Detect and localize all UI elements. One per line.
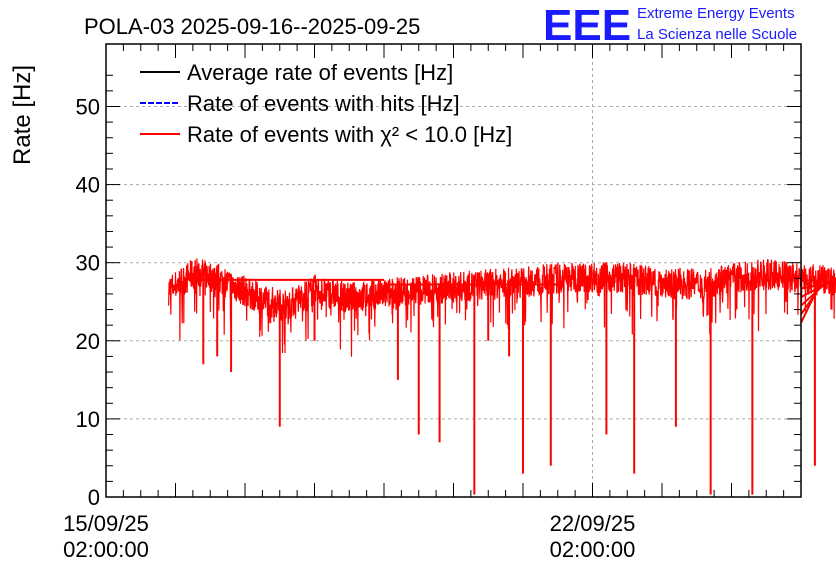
logo-line-1: Extreme Energy Events: [637, 5, 795, 22]
plot-area: [106, 44, 801, 497]
y-tick-label: 0: [88, 485, 100, 510]
legend-label: Average rate of events [Hz]: [187, 60, 453, 85]
y-tick-label: 10: [76, 407, 100, 432]
y-axis-label: Rate [Hz]: [9, 65, 36, 165]
series-layer: [168, 258, 836, 495]
series-chi2-tail: [800, 281, 822, 324]
logo-letters: EEE: [543, 1, 631, 50]
x-tick-label-time: 02:00:00: [63, 537, 149, 562]
grid: [106, 44, 801, 497]
x-tick-label-date: 15/09/25: [63, 511, 149, 536]
legend: Average rate of events [Hz] Rate of event…: [140, 60, 512, 147]
series-chi2-tail: [800, 281, 828, 307]
legend-label: Rate of events with hits [Hz]: [187, 91, 460, 116]
eee-logo: EEE Extreme Energy Events La Scienza nel…: [543, 1, 797, 50]
ticks: [105, 44, 802, 498]
chart-title: POLA-03 2025-09-16--2025-09-25: [84, 14, 420, 39]
x-tick-label-time: 02:00:00: [550, 537, 636, 562]
legend-label: Rate of events with χ² < 10.0 [Hz]: [187, 122, 512, 147]
y-tick-label: 30: [76, 251, 100, 276]
tick-labels: 0102030405015/09/2502:00:0022/09/2502:00…: [63, 94, 635, 562]
y-tick-label: 50: [76, 94, 100, 119]
x-tick-label-date: 22/09/25: [550, 511, 636, 536]
y-tick-label: 20: [76, 329, 100, 354]
logo-line-2: La Scienza nelle Scuole: [637, 26, 797, 43]
y-tick-label: 40: [76, 173, 100, 198]
